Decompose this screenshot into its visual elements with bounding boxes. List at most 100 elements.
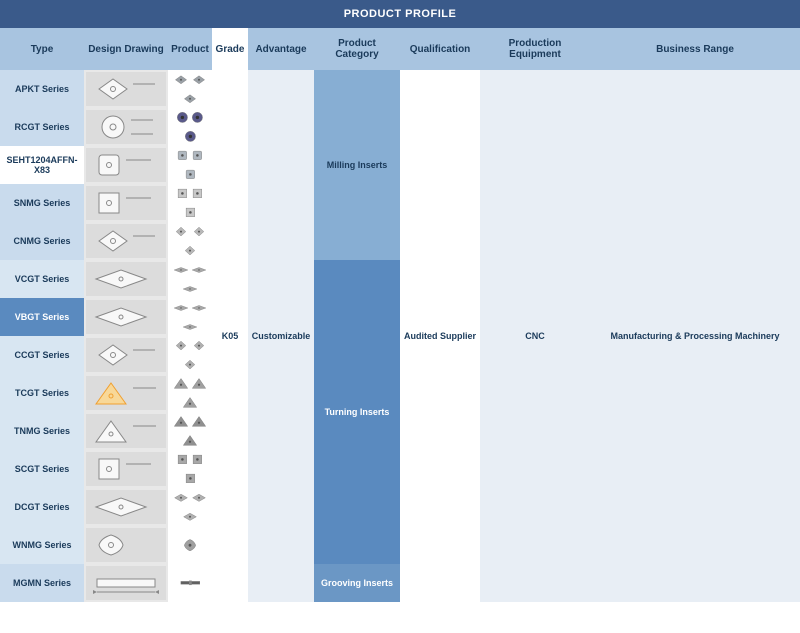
- type-cell: VBGT Series: [0, 298, 84, 336]
- category-cell: Milling Inserts: [314, 70, 400, 260]
- product-cell: [168, 70, 212, 108]
- drawing-thumbnail: [86, 110, 166, 144]
- header-row: Type Design Drawing Product Grade Advant…: [0, 28, 800, 70]
- product-icon: [173, 304, 189, 312]
- design-drawing-cell: [84, 108, 168, 146]
- product-icon: [191, 266, 207, 274]
- product-cell: [168, 260, 212, 298]
- product-table: Type Design Drawing Product Grade Advant…: [0, 28, 800, 602]
- type-cell: VCGT Series: [0, 260, 84, 298]
- product-icon: [173, 226, 189, 237]
- type-cell: TCGT Series: [0, 374, 84, 412]
- type-cell: APKT Series: [0, 70, 84, 108]
- product-cell: [168, 450, 212, 488]
- product-icon: [176, 453, 189, 466]
- product-cell: [168, 108, 212, 146]
- product-icon: [191, 226, 207, 237]
- category-cell: Turning Inserts: [314, 260, 400, 564]
- product-icon: [182, 94, 198, 104]
- product-icon: [191, 415, 207, 428]
- product-cell: [168, 564, 212, 602]
- col-advantage: Advantage: [248, 28, 314, 70]
- product-icon: [191, 187, 204, 200]
- advantage-cell: Customizable: [248, 70, 314, 602]
- product-icon: [182, 323, 198, 331]
- product-icon: [184, 130, 197, 143]
- drawing-thumbnail: [86, 376, 166, 410]
- product-icon: [191, 111, 204, 124]
- product-icon: [182, 434, 198, 447]
- design-drawing-cell: [84, 450, 168, 488]
- product-icon: [182, 512, 198, 522]
- design-drawing-cell: [84, 488, 168, 526]
- product-cell: [168, 412, 212, 450]
- product-cell: [168, 488, 212, 526]
- product-icon: [191, 149, 204, 162]
- design-drawing-cell: [84, 146, 168, 184]
- product-icon: [176, 111, 189, 124]
- product-icon: [191, 493, 207, 503]
- design-drawing-cell: [84, 70, 168, 108]
- type-cell: SCGT Series: [0, 450, 84, 488]
- product-icon: [173, 340, 189, 351]
- col-qualification: Qualification: [400, 28, 480, 70]
- page-title: PRODUCT PROFILE: [0, 0, 800, 28]
- product-icon: [191, 377, 207, 390]
- product-cell: [168, 336, 212, 374]
- design-drawing-cell: [84, 412, 168, 450]
- product-cell: [168, 298, 212, 336]
- drawing-thumbnail: [86, 148, 166, 182]
- design-drawing-cell: [84, 336, 168, 374]
- product-cell: [168, 146, 212, 184]
- product-cell: [168, 526, 212, 564]
- design-drawing-cell: [84, 564, 168, 602]
- type-cell: CNMG Series: [0, 222, 84, 260]
- col-design: Design Drawing: [84, 28, 168, 70]
- product-icon: [191, 453, 204, 466]
- product-icon: [184, 206, 197, 219]
- product-icon: [182, 396, 198, 409]
- type-cell: RCGT Series: [0, 108, 84, 146]
- table-row: APKT SeriesK05CustomizableMilling Insert…: [0, 70, 800, 108]
- drawing-thumbnail: [86, 300, 166, 334]
- product-cell: [168, 222, 212, 260]
- equipment-cell: CNC: [480, 70, 590, 602]
- product-icon: [173, 415, 189, 428]
- product-icon: [173, 266, 189, 274]
- product-icon: [176, 187, 189, 200]
- product-icon: [191, 75, 207, 85]
- type-cell: TNMG Series: [0, 412, 84, 450]
- product-cell: [168, 374, 212, 412]
- design-drawing-cell: [84, 298, 168, 336]
- col-type: Type: [0, 28, 84, 70]
- drawing-thumbnail: [86, 224, 166, 258]
- grade-cell: K05: [212, 70, 248, 602]
- col-product: Product: [168, 28, 212, 70]
- type-cell: MGMN Series: [0, 564, 84, 602]
- drawing-thumbnail: [86, 186, 166, 220]
- product-icon: [191, 340, 207, 351]
- category-cell: Grooving Inserts: [314, 564, 400, 602]
- design-drawing-cell: [84, 222, 168, 260]
- type-cell: SEHT1204AFFN-X83: [0, 146, 84, 184]
- drawing-thumbnail: [86, 338, 166, 372]
- drawing-thumbnail: [86, 490, 166, 524]
- product-icon: [182, 359, 198, 370]
- product-icon: [191, 304, 207, 312]
- design-drawing-cell: [84, 526, 168, 564]
- product-icon: [182, 538, 198, 552]
- type-cell: DCGT Series: [0, 488, 84, 526]
- drawing-thumbnail: [86, 566, 166, 600]
- drawing-thumbnail: [86, 262, 166, 296]
- product-icon: [173, 377, 189, 390]
- business-cell: Manufacturing & Processing Machinery: [590, 70, 800, 602]
- type-cell: SNMG Series: [0, 184, 84, 222]
- design-drawing-cell: [84, 374, 168, 412]
- product-icon: [180, 580, 201, 586]
- type-cell: WNMG Series: [0, 526, 84, 564]
- product-cell: [168, 184, 212, 222]
- product-icon: [182, 285, 198, 293]
- drawing-thumbnail: [86, 72, 166, 106]
- drawing-thumbnail: [86, 528, 166, 562]
- design-drawing-cell: [84, 184, 168, 222]
